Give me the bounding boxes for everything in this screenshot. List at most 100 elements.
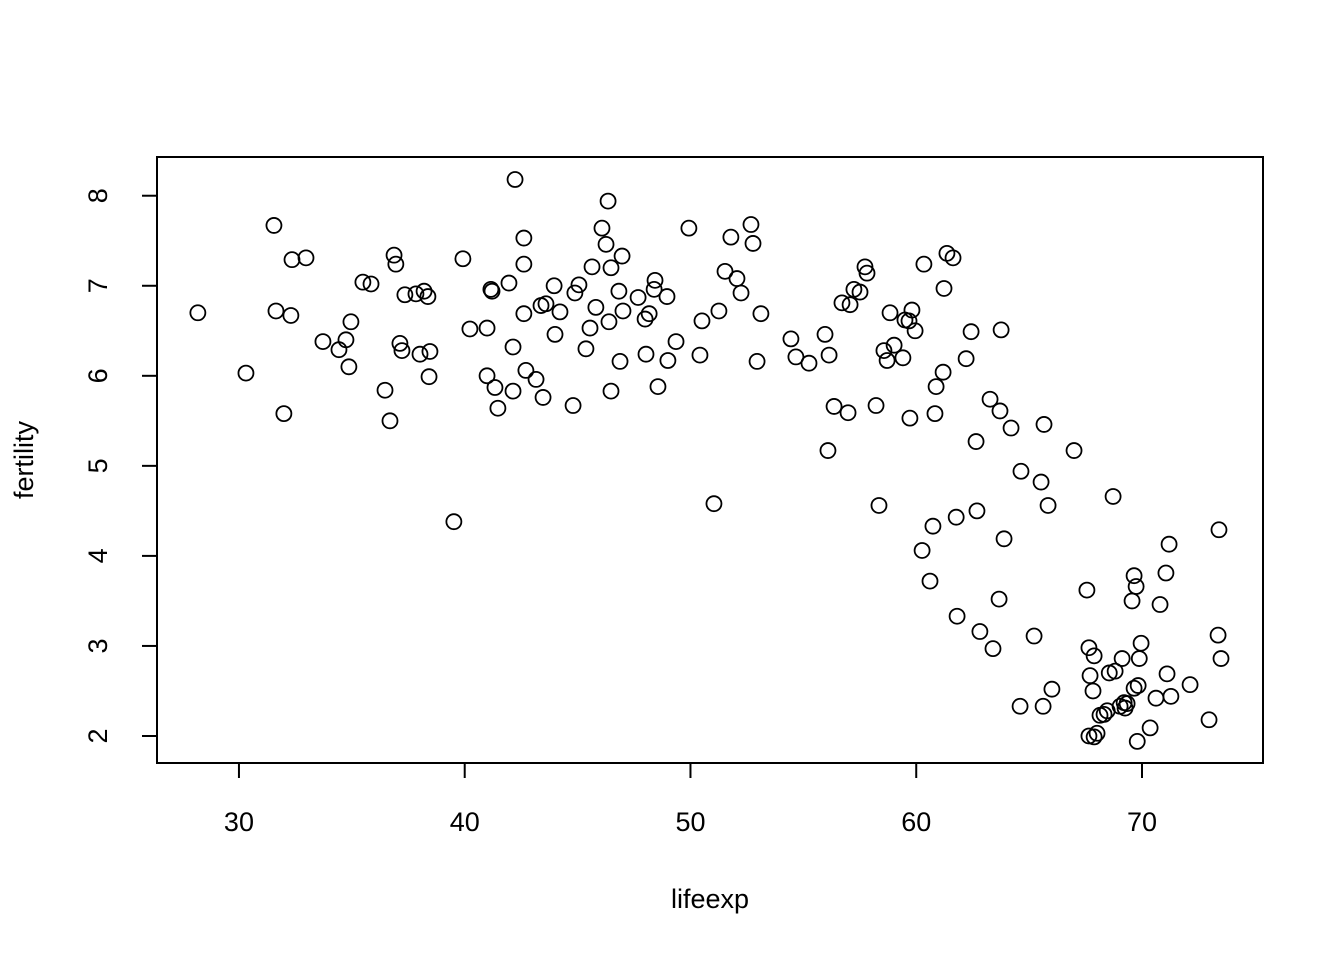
point	[1128, 732, 1146, 750]
point	[613, 247, 631, 265]
point	[659, 352, 677, 369]
point	[1129, 677, 1147, 694]
point	[610, 282, 628, 300]
x-tick-label: 60	[901, 807, 931, 837]
point	[991, 402, 1009, 420]
point	[1104, 488, 1122, 505]
point	[1043, 680, 1061, 698]
point	[297, 249, 315, 267]
point	[967, 433, 985, 450]
point	[1125, 679, 1143, 697]
point	[1088, 724, 1106, 742]
point	[658, 288, 676, 305]
point	[927, 378, 945, 396]
point	[640, 305, 658, 323]
point	[1123, 592, 1141, 610]
point	[342, 313, 360, 331]
point	[885, 336, 903, 354]
point	[903, 301, 921, 319]
point	[577, 340, 595, 358]
y-tick-label: 5	[83, 458, 113, 473]
point	[693, 312, 711, 330]
point	[901, 409, 919, 427]
point	[587, 298, 605, 316]
point	[583, 258, 601, 276]
point	[878, 352, 896, 369]
point	[1132, 634, 1150, 652]
point	[984, 640, 1002, 658]
point	[742, 216, 760, 233]
x-tick-label: 40	[450, 807, 480, 837]
point	[894, 349, 912, 367]
point	[454, 250, 472, 268]
point	[833, 294, 851, 312]
point	[924, 517, 942, 535]
point	[597, 235, 615, 253]
point	[981, 390, 999, 408]
point	[1085, 728, 1103, 746]
x-tick-label: 50	[675, 807, 705, 837]
point	[419, 288, 437, 305]
point	[1162, 687, 1180, 705]
point	[483, 282, 501, 300]
point	[934, 363, 952, 381]
point	[1212, 650, 1230, 667]
point	[1160, 535, 1178, 553]
point	[1200, 711, 1218, 729]
point	[282, 307, 300, 324]
point	[381, 412, 399, 430]
point	[1181, 676, 1199, 694]
point	[716, 262, 734, 280]
point	[667, 333, 685, 350]
point	[393, 342, 411, 359]
point	[839, 404, 857, 422]
point	[337, 331, 355, 349]
point	[995, 530, 1013, 548]
point	[593, 219, 611, 237]
point	[787, 348, 805, 366]
point	[461, 320, 479, 338]
point	[581, 319, 599, 337]
x-tick-label: 70	[1127, 807, 1157, 837]
point	[599, 192, 617, 210]
y-tick-label: 6	[83, 368, 113, 383]
y-tick-label: 8	[83, 188, 113, 203]
point	[515, 255, 533, 273]
point	[858, 264, 876, 282]
point	[1002, 419, 1020, 437]
point	[900, 312, 918, 330]
x-tick-label: 30	[224, 807, 254, 837]
point	[551, 303, 569, 321]
point	[391, 334, 409, 352]
point	[948, 607, 966, 625]
point	[637, 345, 655, 363]
y-axis-label: fertility	[9, 421, 39, 500]
point	[1127, 578, 1145, 595]
point	[265, 217, 283, 234]
point	[275, 405, 293, 423]
point	[926, 405, 944, 423]
point	[816, 325, 834, 343]
point	[445, 513, 463, 531]
point	[534, 389, 552, 406]
point	[646, 271, 664, 289]
point	[1209, 626, 1227, 644]
point	[1039, 497, 1057, 514]
point	[1084, 682, 1102, 700]
point	[752, 305, 770, 323]
point	[636, 310, 654, 328]
point	[537, 295, 555, 313]
point	[1078, 581, 1096, 599]
point	[710, 302, 728, 320]
point	[1012, 462, 1030, 480]
point	[1157, 564, 1175, 582]
point	[340, 358, 358, 376]
point	[921, 572, 939, 590]
point	[387, 255, 405, 273]
point	[645, 280, 663, 298]
point	[870, 497, 888, 514]
point	[1158, 665, 1176, 683]
point	[1035, 416, 1053, 433]
point	[330, 341, 348, 359]
point	[500, 274, 518, 292]
